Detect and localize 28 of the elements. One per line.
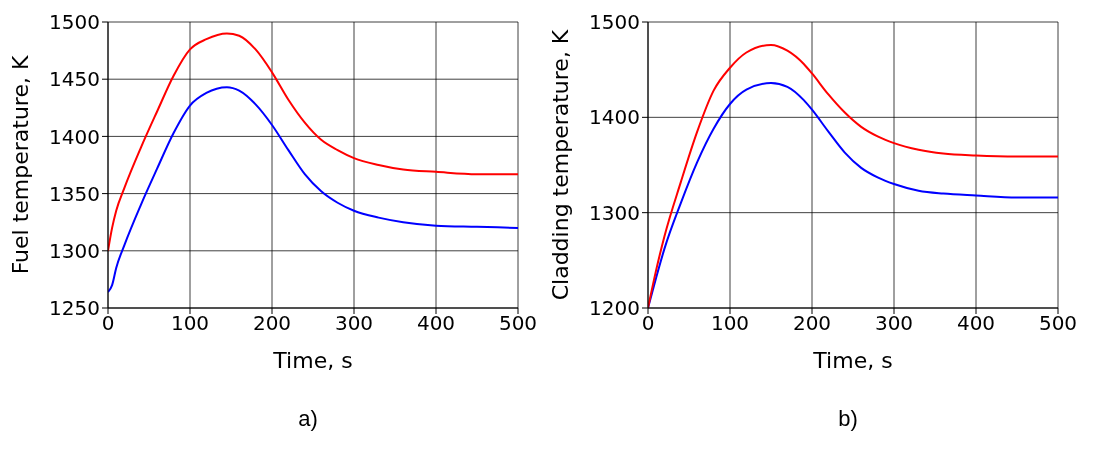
x-tick-label: 200 — [792, 311, 832, 336]
x-tick-label: 300 — [874, 311, 914, 336]
x-tick-label: 200 — [252, 311, 292, 336]
y-tick-label: 1250 — [49, 296, 100, 321]
y-tick-label: 1200 — [589, 296, 640, 321]
y-axis-title: Cladding temperature, K — [547, 29, 573, 301]
x-tick-label: 400 — [416, 311, 456, 336]
text: a) — [297, 406, 319, 432]
x-tick-label: 0 — [101, 311, 115, 336]
y-tick-label: 1500 — [49, 10, 100, 35]
x-tick-label: 400 — [956, 311, 996, 336]
text: b) — [837, 406, 859, 432]
y-axis-title: Fuel temperature, K — [7, 55, 33, 275]
y-tick-label: 1300 — [49, 238, 100, 263]
x-tick-label: 100 — [170, 311, 210, 336]
x-tick-label: 300 — [334, 311, 374, 336]
y-tick-label: 1450 — [49, 67, 100, 92]
x-tick-label: 0 — [641, 311, 655, 336]
x-tick-label: 500 — [498, 311, 538, 336]
x-tick-label: 500 — [1038, 311, 1078, 336]
y-tick-label: 1300 — [589, 200, 640, 225]
y-tick-label: 1350 — [49, 181, 100, 206]
y-tick-label: 1400 — [589, 105, 640, 130]
x-tick-label: 100 — [710, 311, 750, 336]
x-axis-title: Time, s — [272, 348, 353, 373]
y-tick-label: 1400 — [49, 124, 100, 149]
x-axis-title: Time, s — [812, 348, 893, 373]
y-tick-label: 1500 — [589, 10, 640, 35]
